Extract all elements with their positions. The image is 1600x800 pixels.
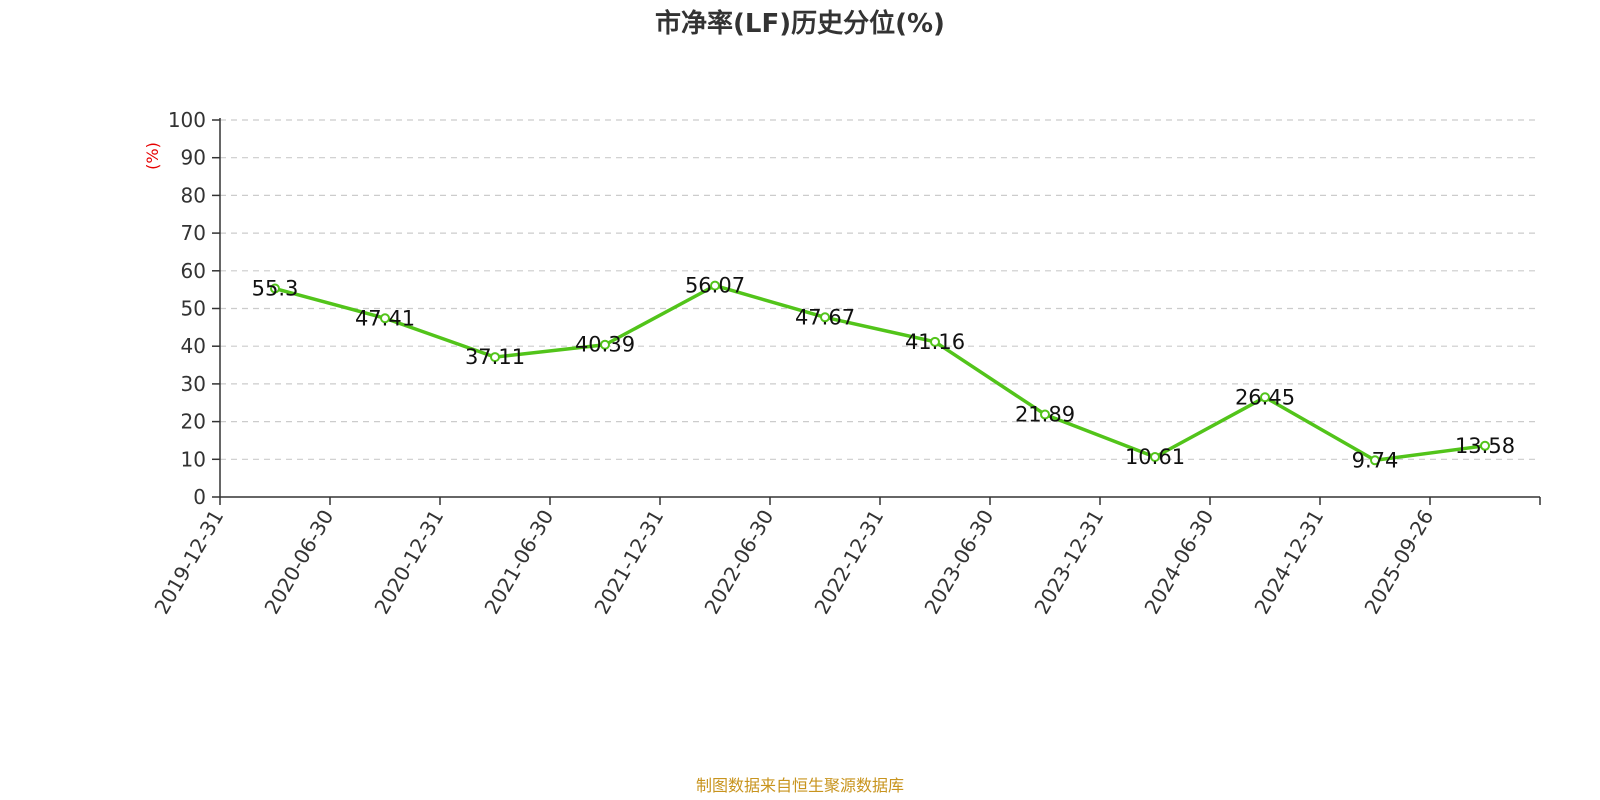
data-label: 47.67 [795, 305, 855, 329]
data-label: 56.07 [685, 274, 745, 298]
y-tick-label: 40 [181, 334, 206, 358]
series-layer [270, 280, 1490, 466]
data-point [1150, 452, 1160, 463]
x-tick-label: 2023-12-31 [1029, 506, 1108, 619]
data-point [1040, 409, 1050, 420]
data-point [930, 336, 940, 347]
y-tick-label: 10 [181, 447, 206, 471]
y-tick-label: 90 [181, 146, 206, 170]
x-tick-label: 2020-06-30 [259, 506, 338, 619]
data-point [1370, 455, 1380, 466]
grid-lines [220, 119, 1540, 460]
y-tick-label: 70 [181, 221, 206, 245]
chart-title: 市净率(LF)历史分位(%) [655, 8, 945, 39]
data-point [270, 283, 280, 294]
x-tick-label: 2021-06-30 [479, 506, 558, 619]
x-tick-label: 2022-12-31 [809, 506, 888, 619]
data-label: 37.11 [465, 345, 525, 369]
x-tick-labels: 2019-12-31 2020-06-30 2020-12-31 2021-06-30… [149, 506, 1438, 619]
data-point [710, 280, 720, 291]
series-line [274, 283, 1486, 463]
y-tick-labels: 0 10 20 30 40 50 60 70 80 90 100 [168, 108, 206, 509]
data-label: 40.39 [575, 333, 635, 357]
y-tick-label: 100 [168, 108, 206, 132]
data-point [1480, 440, 1490, 451]
y-tick-label: 20 [181, 410, 206, 434]
y-tick-label: 50 [181, 297, 206, 321]
data-label: 41.16 [905, 330, 965, 354]
axes [212, 118, 1541, 505]
x-tick-label: 2021-12-31 [589, 506, 668, 619]
data-label: 10.61 [1125, 445, 1185, 469]
data-point [820, 312, 830, 323]
y-tick-label: 30 [181, 372, 206, 396]
data-point [380, 313, 390, 324]
x-tick-label: 2024-06-30 [1139, 506, 1218, 619]
y-tick-label: 0 [193, 485, 206, 509]
x-tick-label: 2022-06-30 [699, 506, 778, 619]
data-label: 21.89 [1015, 402, 1075, 426]
data-label: 47.41 [355, 306, 415, 330]
data-point [1260, 392, 1270, 403]
x-tick-label: 2019-12-31 [149, 506, 228, 619]
y-tick-label: 80 [181, 183, 206, 207]
data-label: 13.58 [1455, 434, 1515, 458]
data-label: 9.74 [1352, 448, 1399, 472]
data-point [490, 352, 500, 363]
x-tick-label: 2023-06-30 [919, 506, 998, 619]
data-source-note: 制图数据来自恒生聚源数据库 [696, 776, 904, 795]
data-labels: 55.3 47.41 37.11 40.39 56.07 47.67 41.16 21.89 1… [252, 274, 1515, 473]
data-label: 26.45 [1235, 385, 1295, 409]
data-label: 55.3 [252, 277, 299, 301]
y-axis-unit-label: (%) [143, 142, 162, 170]
x-tick-label: 2020-12-31 [369, 506, 448, 619]
data-point [600, 339, 610, 350]
x-tick-label: 2025-09-26 [1359, 506, 1438, 619]
x-tick-label: 2024-12-31 [1249, 506, 1328, 619]
y-tick-label: 60 [181, 259, 206, 283]
